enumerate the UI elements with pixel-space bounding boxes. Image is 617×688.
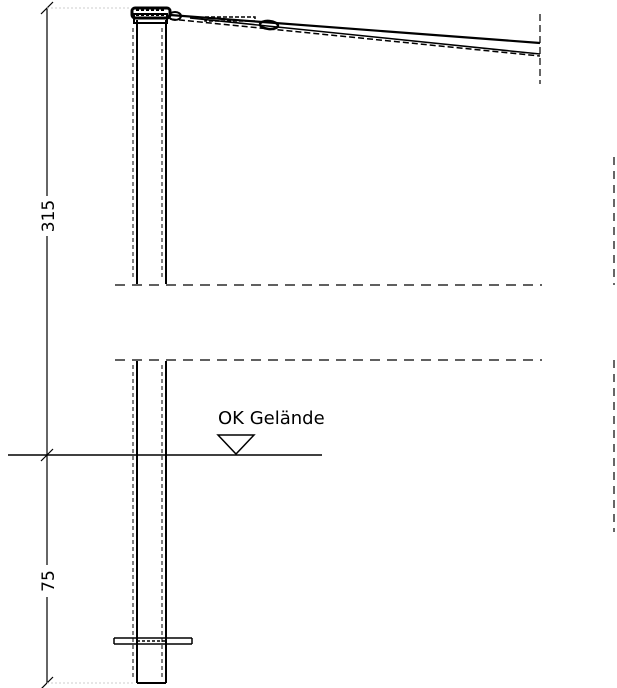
ground-level-label: OK Gelände bbox=[218, 408, 325, 429]
post-lower bbox=[132, 361, 167, 684]
extension-lines bbox=[47, 7, 135, 684]
dimension-gap-lower bbox=[38, 565, 56, 597]
anchor-plate bbox=[113, 637, 193, 645]
break-lines bbox=[115, 284, 542, 361]
tension-cable bbox=[168, 11, 541, 57]
ground-level-symbol bbox=[216, 434, 256, 456]
post-upper bbox=[132, 13, 168, 284]
dimension-gap-upper bbox=[38, 196, 56, 236]
dimension-label-upper: 315 bbox=[39, 200, 59, 232]
dimension-label-lower: 75 bbox=[39, 570, 59, 592]
